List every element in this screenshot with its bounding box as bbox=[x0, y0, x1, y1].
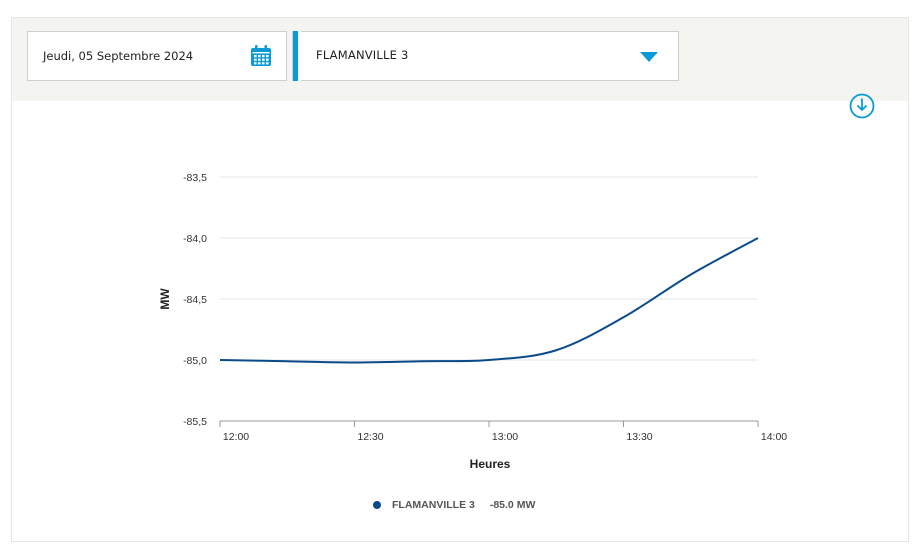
y-tick-label: -85,5 bbox=[183, 416, 207, 428]
x-tick-label: 13:30 bbox=[626, 431, 652, 443]
axes: -83,5 -84,0 -84,5 -85,0 -85,5 12:00 12:30 13:00… bbox=[183, 172, 787, 443]
calendar-icon[interactable] bbox=[250, 45, 272, 67]
legend-series-name: FLAMANVILLE 3 bbox=[392, 499, 475, 511]
unit-select-accent bbox=[293, 31, 298, 81]
x-tick-label: 12:00 bbox=[223, 431, 249, 443]
unit-select-value: FLAMANVILLE 3 bbox=[316, 48, 409, 62]
grid-lines bbox=[220, 176, 758, 361]
y-axis-title: MW bbox=[158, 288, 172, 310]
series-line-flamanville-3 bbox=[219, 237, 759, 364]
chart-panel: Jeudi, 05 Septembre 2024 FLAMANVILLE bbox=[11, 17, 909, 542]
y-tick-label: -85,0 bbox=[183, 355, 207, 367]
unit-select-gap bbox=[298, 31, 301, 81]
unit-select[interactable]: FLAMANVILLE 3 bbox=[292, 31, 679, 81]
legend-marker bbox=[373, 501, 381, 509]
x-tick-label: 14:00 bbox=[761, 431, 787, 443]
filter-toolbar: Jeudi, 05 Septembre 2024 FLAMANVILLE bbox=[12, 18, 908, 101]
x-axis-title: Heures bbox=[470, 457, 511, 471]
date-picker[interactable]: Jeudi, 05 Septembre 2024 bbox=[27, 31, 287, 81]
x-tick-label: 13:00 bbox=[492, 431, 518, 443]
caret-down-icon[interactable] bbox=[639, 51, 659, 63]
chart-legend: FLAMANVILLE 3 -85.0 MW bbox=[373, 498, 535, 512]
date-value: Jeudi, 05 Septembre 2024 bbox=[43, 49, 194, 63]
y-tick-label: -83,5 bbox=[183, 172, 207, 184]
download-icon[interactable] bbox=[849, 93, 875, 119]
x-tick-label: 12:30 bbox=[357, 431, 383, 443]
series-lines bbox=[219, 237, 759, 364]
legend-series-value: -85.0 MW bbox=[489, 499, 536, 511]
y-tick-label: -84,0 bbox=[183, 233, 207, 245]
y-tick-label: -84,5 bbox=[183, 294, 207, 306]
